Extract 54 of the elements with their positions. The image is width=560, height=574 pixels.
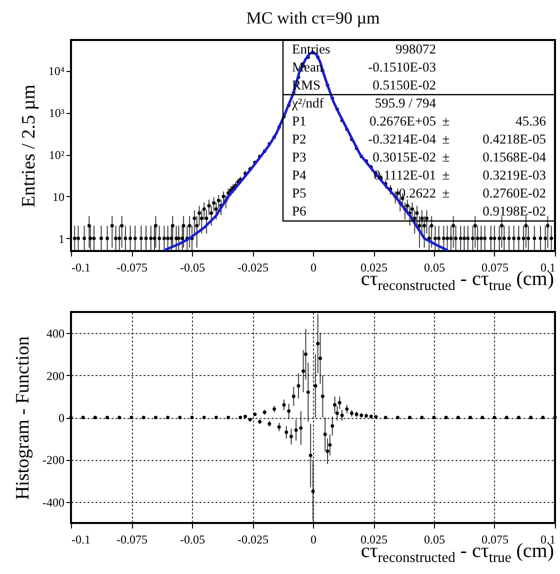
chart-title: MC with cτ=90 µm <box>246 8 380 28</box>
annotation: 0.3015E-02 <box>372 150 436 165</box>
annotation: ± <box>442 168 450 183</box>
annotation: ± <box>442 132 450 147</box>
x-tick-label: 0.05 <box>424 260 445 274</box>
x-tick-label: 0.075 <box>482 532 508 546</box>
annotation: P1 <box>292 114 306 129</box>
annotation: P6 <box>292 204 307 219</box>
x-tick-label: 0.075 <box>482 260 508 274</box>
x-tick-label: -0.025 <box>238 532 268 546</box>
annotation: 998072 <box>396 42 436 57</box>
annotation: 0.2622 <box>398 186 436 201</box>
annotation: Entries <box>292 42 330 57</box>
y-tick-label: 10 <box>52 190 64 204</box>
annotation: P5 <box>292 186 307 201</box>
y-tick-label: 400 <box>46 326 64 341</box>
annotation: 0.5150E-02 <box>372 78 436 93</box>
y-tick-label: 10³ <box>48 106 65 120</box>
annotation: 0.4218E-05 <box>482 132 546 147</box>
annotation: ± <box>442 114 450 129</box>
annotation: 0.2760E-02 <box>482 186 546 201</box>
annotation: 0.2676E+05 <box>370 114 436 129</box>
y-tick-label: -200 <box>42 453 64 468</box>
annotation: ± <box>442 186 450 201</box>
y-tick-label: 10⁴ <box>48 64 64 78</box>
y-tick-label: 0 <box>58 411 64 425</box>
x-tick-label: -0.075 <box>116 260 148 274</box>
x-tick-label: -0.025 <box>238 260 268 274</box>
x-tick-label: -0.1 <box>72 532 90 546</box>
y-tick-label: -400 <box>42 495 64 510</box>
annotation: 0.1568E-04 <box>482 150 546 165</box>
x-tick-label: -0.05 <box>180 532 205 546</box>
y-axis-title: Entries / 2.5 µm <box>18 84 40 208</box>
annotation: -0.1510E-03 <box>368 60 436 75</box>
x-tick-label: -0.075 <box>116 532 148 546</box>
annotation: -0.3214E-04 <box>368 132 436 147</box>
annotation: χ²/ndf <box>291 96 324 111</box>
x-tick-label: 0 <box>310 260 316 274</box>
x-tick-label: 0.05 <box>424 532 445 546</box>
annotation: 595.9 / 794 <box>374 96 436 111</box>
annotation: ± <box>442 150 450 165</box>
annotation: P3 <box>292 150 307 165</box>
annotation: P2 <box>292 132 306 147</box>
y-tick-label: 200 <box>46 368 64 383</box>
x-tick-label: 0 <box>310 532 316 546</box>
x-tick-label: -0.1 <box>72 260 90 274</box>
y-tick-label: 10² <box>48 148 65 162</box>
y-axis-title: Histogram - Function <box>12 336 34 500</box>
x-tick-label: -0.05 <box>180 260 205 274</box>
annotation: 45.36 <box>516 114 546 129</box>
annotation: P4 <box>292 168 307 183</box>
annotation: 0.9198E-02 <box>482 204 546 219</box>
annotation: 0.3219E-03 <box>482 168 546 183</box>
y-tick-label: 1 <box>58 232 64 246</box>
